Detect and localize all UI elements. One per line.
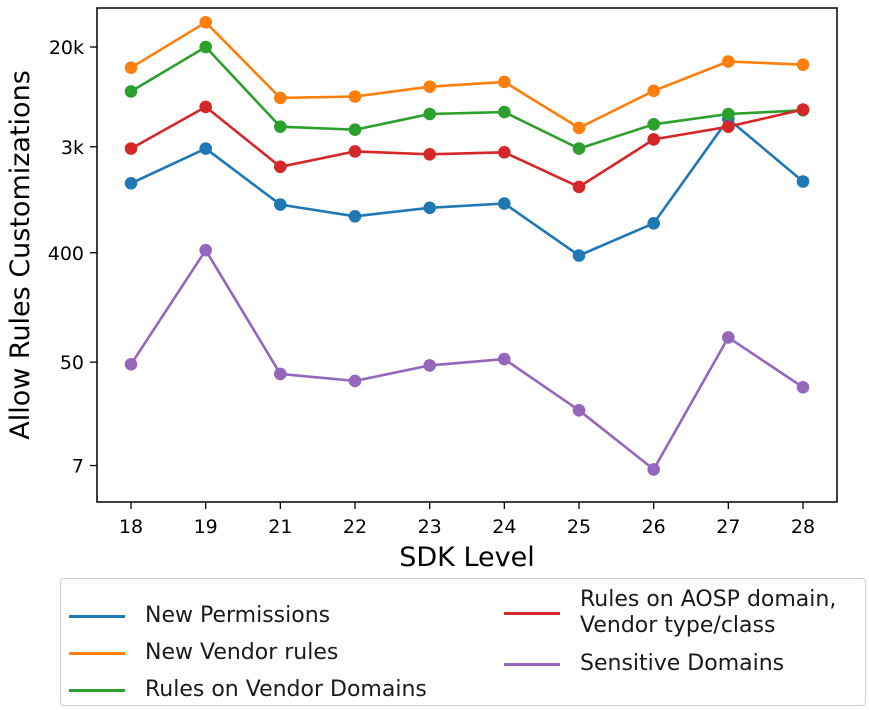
- data-point: [274, 367, 287, 381]
- series-line: [129, 248, 804, 471]
- x-tick-label: 28: [791, 516, 815, 538]
- data-point: [572, 121, 586, 135]
- data-point: [647, 217, 660, 230]
- legend-swatch: [69, 651, 125, 655]
- chart: 18 19 21 22 23 24 25 26 27 28 7 50 400 3k 20k SDK Lev…: [5, 7, 838, 573]
- x-axis-label: SDK Level: [399, 542, 535, 573]
- y-axis: 7 50 400 3k 20k: [48, 37, 97, 478]
- y-tick-label: 50: [60, 352, 84, 374]
- data-point: [199, 243, 212, 257]
- series-line: [130, 105, 804, 189]
- data-point: [572, 180, 586, 194]
- data-point: [572, 404, 586, 417]
- data-point: [796, 175, 810, 188]
- data-point: [199, 142, 212, 155]
- y-axis-label: Allow Rules Customizations: [5, 70, 36, 440]
- legend-item-rules-on-vendor-domains: Rules on Vendor Domains: [69, 677, 427, 703]
- legend-swatch: [504, 662, 560, 666]
- series-line: [130, 117, 804, 257]
- data-point: [722, 120, 735, 133]
- data-point: [722, 107, 735, 121]
- data-point: [647, 84, 660, 98]
- legend: New Permissions New Vendor rules Rules o…: [60, 578, 866, 706]
- x-tick-label: 21: [268, 516, 292, 538]
- data-point: [124, 85, 138, 98]
- legend-label: Sensitive Domains: [580, 651, 785, 676]
- data-point: [498, 75, 511, 89]
- data-point: [348, 374, 362, 388]
- x-tick-label: 25: [567, 516, 591, 538]
- data-point: [796, 58, 810, 71]
- data-point: [423, 201, 437, 215]
- data-point: [423, 148, 437, 161]
- plot-area: [124, 15, 810, 476]
- y-tick-label: 7: [72, 456, 84, 478]
- data-point: [199, 40, 212, 54]
- y-tick-label: 3k: [61, 137, 84, 159]
- x-tick-label: 22: [343, 516, 367, 538]
- series-line: [130, 45, 804, 150]
- series-new-permissions: [124, 112, 810, 262]
- x-tick-label: 18: [119, 516, 143, 538]
- data-point: [796, 103, 810, 116]
- legend-swatch: [504, 611, 560, 615]
- x-axis: 18 19 21 22 23 24 25 26 27 28: [119, 502, 815, 538]
- legend-label: Rules on AOSP domain, Vendor type/class: [580, 587, 837, 638]
- data-point: [722, 331, 735, 344]
- data-point: [124, 142, 138, 155]
- legend-item-rules-on-aosp-domain: Rules on AOSP domain, Vendor type/class: [504, 587, 836, 639]
- legend-label: Rules on Vendor Domains: [145, 677, 427, 702]
- legend-swatch: [69, 614, 125, 618]
- data-point: [348, 145, 362, 158]
- data-point: [124, 177, 138, 190]
- data-point: [199, 15, 212, 29]
- legend-label: New Vendor rules: [145, 640, 339, 665]
- data-point: [498, 146, 511, 159]
- data-point: [647, 133, 660, 146]
- data-point: [348, 90, 362, 103]
- data-point: [348, 123, 362, 136]
- data-point: [199, 100, 212, 114]
- x-tick-label: 19: [194, 516, 218, 538]
- data-point: [722, 55, 735, 68]
- data-point: [498, 197, 511, 210]
- series-rules-on-aosp-domain-vendor-type-class: [124, 100, 810, 194]
- data-point: [647, 463, 660, 476]
- data-point: [572, 142, 586, 155]
- data-point: [423, 359, 437, 372]
- legend-item-new-vendor-rules: New Vendor rules: [69, 640, 338, 666]
- plot-frame: [96, 7, 838, 503]
- data-point: [423, 107, 437, 121]
- y-tick-label: 20k: [49, 37, 84, 59]
- data-point: [423, 80, 437, 93]
- data-point: [498, 352, 511, 366]
- data-point: [274, 198, 287, 211]
- data-point: [274, 91, 287, 105]
- data-point: [274, 160, 287, 174]
- legend-item-new-permissions: New Permissions: [69, 603, 330, 629]
- data-point: [124, 61, 138, 74]
- series-new-vendor-rules: [124, 15, 810, 135]
- series-sensitive-domains: [124, 243, 810, 476]
- legend-item-sensitive-domains: Sensitive Domains: [504, 651, 784, 677]
- y-tick-label: 400: [48, 243, 84, 265]
- legend-swatch: [69, 688, 125, 692]
- data-point: [124, 358, 138, 371]
- series-line: [130, 20, 804, 130]
- x-tick-label: 24: [492, 516, 516, 538]
- data-point: [572, 249, 586, 262]
- data-point: [647, 118, 660, 131]
- data-point: [796, 381, 810, 394]
- series-rules-on-vendor-domains: [124, 40, 810, 155]
- legend-label: New Permissions: [145, 603, 331, 628]
- data-point: [348, 210, 362, 223]
- data-point: [498, 105, 511, 119]
- x-tick-label: 27: [716, 516, 740, 538]
- data-point: [274, 120, 287, 133]
- x-tick-label: 23: [418, 516, 442, 538]
- x-tick-label: 26: [642, 516, 666, 538]
